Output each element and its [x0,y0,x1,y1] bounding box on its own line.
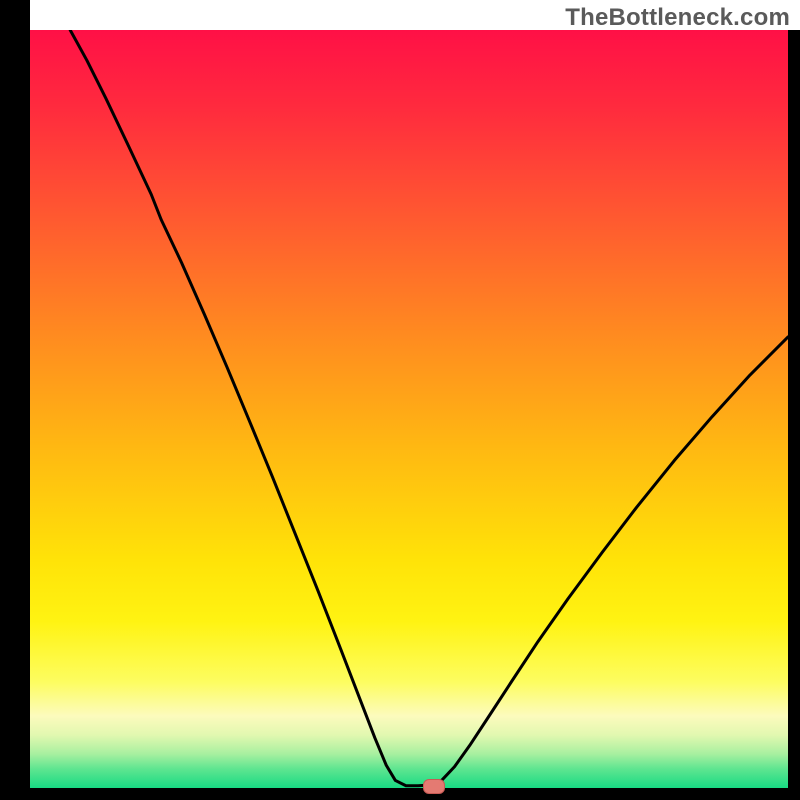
bottleneck-chart [0,0,800,800]
gradient-background [30,30,788,788]
watermark-label: TheBottleneck.com [565,4,790,32]
frame-right [788,0,800,800]
frame-left [0,0,30,800]
frame-bottom [0,788,800,800]
bottleneck-marker [423,779,445,794]
